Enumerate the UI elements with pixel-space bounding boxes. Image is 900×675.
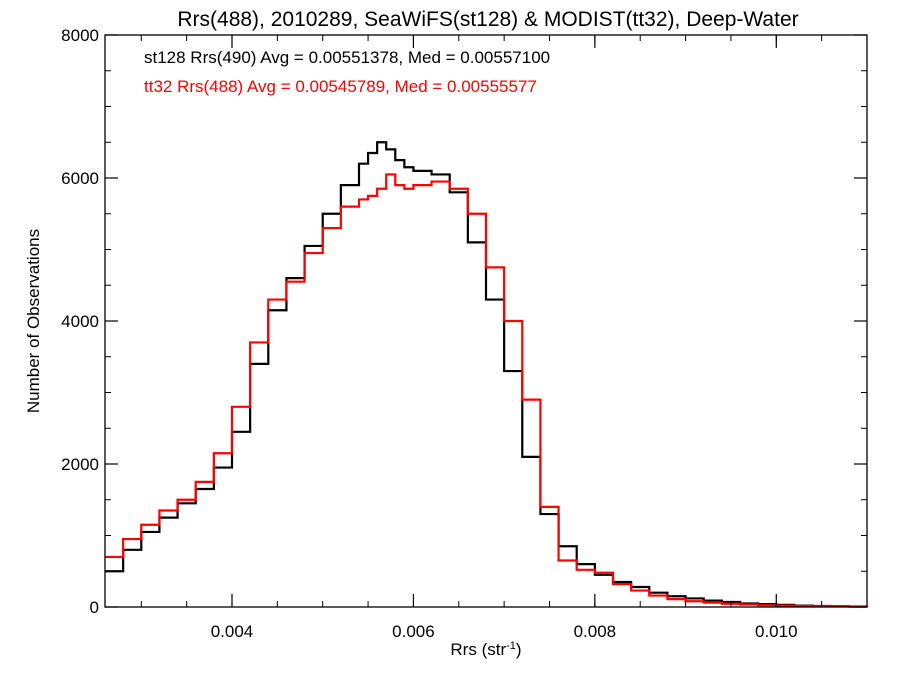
x-axis-label: Rrs (str-1) — [450, 640, 521, 659]
legend-entry-st128: st128 Rrs(490) Avg = 0.00551378, Med = 0… — [144, 48, 550, 67]
series-line-1 — [105, 173, 869, 608]
x-axis-label-superscript: -1 — [506, 640, 516, 652]
legend: st128 Rrs(490) Avg = 0.00551378, Med = 0… — [144, 48, 550, 96]
x-axis: 0.004 0.006 0.008 0.010 — [140, 35, 868, 641]
y-tick-label: 8000 — [61, 26, 99, 45]
x-axis-label-close: ) — [516, 640, 522, 659]
y-tick-label: 0 — [90, 598, 99, 617]
y-tick-label: 4000 — [61, 312, 99, 331]
legend-entry-tt32: tt32 Rrs(488) Avg = 0.00545789, Med = 0.… — [144, 77, 537, 96]
y-axis-label: Number of Observations — [24, 229, 43, 413]
y-tick-label: 2000 — [61, 455, 99, 474]
x-axis-label-text: Rrs (str — [450, 640, 506, 659]
y-tick-label: 6000 — [61, 169, 99, 188]
x-tick-label: 0.004 — [211, 622, 254, 641]
y-axis: 0 2000 4000 6000 8000 — [61, 26, 867, 617]
x-tick-label: 0.010 — [755, 622, 798, 641]
chart-title: Rrs(488), 2010289, SeaWiFS(st128) & MODI… — [177, 8, 798, 31]
x-tick-label: 0.006 — [392, 622, 435, 641]
x-tick-label: 0.008 — [574, 622, 617, 641]
series-layer — [105, 141, 869, 608]
